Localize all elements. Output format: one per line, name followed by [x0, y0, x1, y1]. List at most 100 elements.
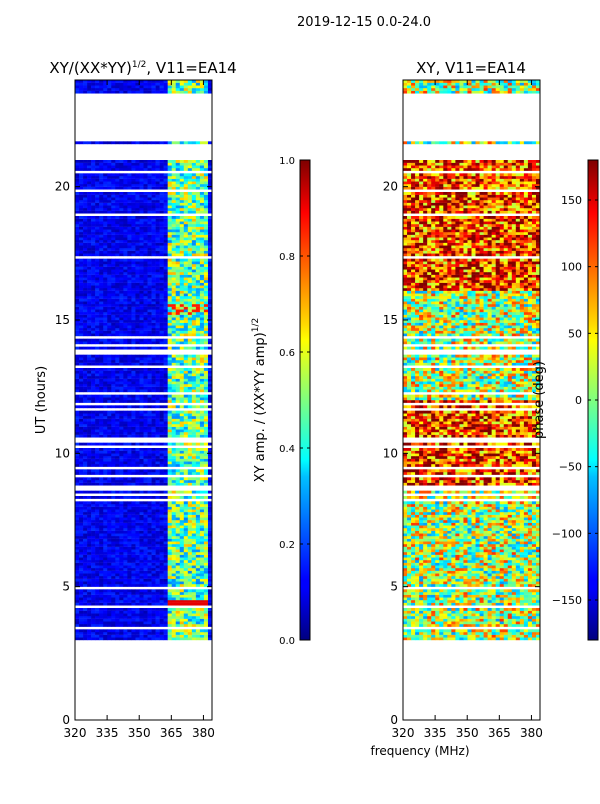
heatmap-cell [99, 261, 104, 265]
heatmap-cell [111, 221, 116, 225]
heatmap-cell [207, 464, 213, 467]
heatmap-cell [171, 232, 177, 235]
heatmap-cell [83, 205, 88, 209]
heatmap-cell [107, 530, 112, 534]
heatmap-cell [179, 560, 185, 563]
heatmap-cell [135, 429, 140, 433]
heatmap-cell [159, 520, 164, 523]
heatmap-cell [139, 237, 144, 241]
heatmap-cell [163, 202, 168, 206]
heatmap-cell [103, 250, 108, 254]
heatmap-cell [203, 528, 209, 531]
heatmap-cell [191, 544, 197, 547]
heatmap-cell [107, 480, 112, 483]
heatmap-cell [207, 312, 213, 315]
heatmap-cell [119, 317, 124, 321]
heatmap-cell [195, 200, 201, 203]
heatmap-cell [183, 330, 189, 334]
heatmap-cell [131, 509, 136, 513]
heatmap-cell [139, 330, 144, 334]
heatmap-cell [191, 594, 197, 598]
heatmap-cell [139, 269, 144, 273]
heatmap-cell [83, 226, 88, 230]
heatmap-cell [87, 410, 92, 414]
heatmap-cell [103, 381, 108, 385]
heatmap-cell [151, 421, 156, 425]
heatmap-cell [179, 381, 185, 385]
heatmap-cell [87, 288, 92, 291]
heatmap-cell [135, 296, 140, 299]
heatmap-cell [207, 456, 213, 459]
heatmap-cell [75, 496, 80, 499]
heatmap-cell [143, 221, 148, 225]
heatmap-cell [171, 280, 177, 283]
heatmap-cell [99, 317, 104, 321]
heatmap-cell [91, 226, 96, 230]
heatmap-cell [187, 384, 193, 387]
heatmap-cell [75, 560, 80, 563]
heatmap-cell [75, 234, 80, 238]
heatmap-cell [103, 453, 108, 457]
heatmap-cell [167, 280, 173, 283]
heatmap-cell [175, 394, 181, 398]
heatmap-cell [151, 450, 156, 454]
heatmap-cell [103, 429, 108, 433]
heatmap-cell [75, 210, 80, 214]
heatmap-cell [159, 448, 164, 451]
heatmap-cell [75, 533, 80, 537]
heatmap-cell [127, 514, 132, 518]
heatmap-cell [111, 304, 116, 307]
heatmap-cell [135, 426, 140, 430]
heatmap-cell [131, 541, 136, 545]
heatmap-cell [151, 389, 156, 393]
heatmap-cell [127, 386, 132, 390]
heatmap-cell [147, 592, 152, 595]
heatmap-cell [115, 346, 120, 350]
heatmap-cell [143, 517, 148, 521]
heatmap-cell [207, 237, 213, 241]
heatmap-cell [95, 232, 100, 235]
heatmap-cell [123, 373, 128, 377]
heatmap-cell [171, 482, 177, 486]
heatmap-cell [75, 325, 80, 329]
heatmap-cell [179, 205, 185, 209]
heatmap-cell [151, 290, 156, 294]
heatmap-cell [139, 226, 144, 230]
heatmap-cell [99, 242, 104, 246]
heatmap-cell [135, 309, 140, 313]
heatmap-cell [179, 490, 185, 494]
heatmap-cell [83, 272, 88, 275]
heatmap-cell [147, 432, 152, 435]
heatmap-cell [195, 581, 201, 585]
heatmap-cell [107, 250, 112, 254]
heatmap-cell [183, 477, 189, 481]
heatmap-cell [151, 370, 156, 374]
heatmap-cell [155, 250, 160, 254]
heatmap-cell [123, 464, 128, 467]
heatmap-cell [179, 506, 185, 510]
heatmap-cell [143, 421, 148, 425]
heatmap-cell [195, 373, 201, 377]
heatmap-cell [127, 274, 132, 278]
heatmap-cell [95, 517, 100, 521]
heatmap-cell [147, 501, 152, 505]
heatmap-cell [151, 277, 156, 281]
heatmap-cell [87, 594, 92, 598]
heatmap-cell [195, 234, 201, 238]
heatmap-cell [183, 544, 189, 547]
heatmap-cell [155, 616, 160, 619]
heatmap-cell [175, 597, 181, 601]
heatmap-cell [131, 421, 136, 425]
heatmap-cell [87, 357, 92, 361]
heatmap-cell [147, 616, 152, 619]
heatmap-cell [143, 410, 148, 414]
heatmap-cell [139, 229, 144, 233]
heatmap-cell [127, 272, 132, 275]
heatmap-cell [87, 384, 92, 387]
heatmap-cell [75, 341, 80, 345]
heatmap-cell [127, 322, 132, 326]
heatmap-cell [195, 317, 201, 321]
heatmap-cell [191, 261, 197, 265]
heatmap-cell [75, 274, 80, 278]
heatmap-cell [131, 298, 136, 302]
